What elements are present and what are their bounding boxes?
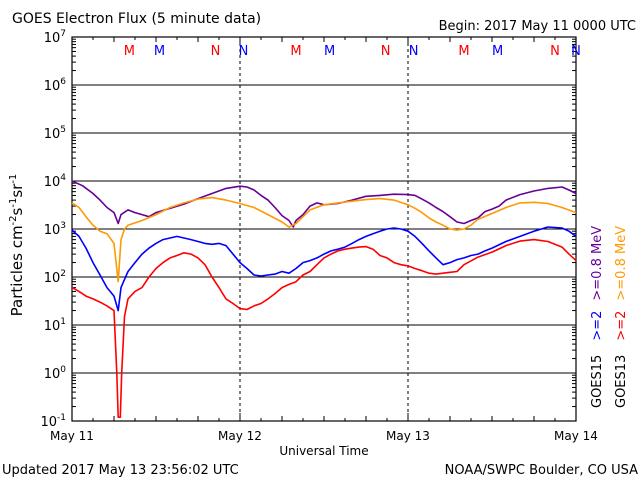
series-line [71, 196, 577, 283]
y-tick-label: 101 [44, 317, 66, 334]
x-axis-ticks: May 11 May 12 May 13 May 14 [50, 37, 598, 443]
credit: NOAA/SWPC Boulder, CO USA [445, 463, 638, 478]
begin-time: Begin: 2017 May 11 0000 UTC [439, 19, 636, 34]
y-axis-label: Particles cm-2s-1sr-1 [8, 174, 26, 317]
y-tick-label: 10-1 [40, 413, 66, 430]
satellite-marker: M [458, 44, 469, 59]
y-axis-ticks: 10-1 100 101 102 103 104 105 106 107 [40, 29, 576, 430]
x-tick-label: May 13 [386, 429, 430, 443]
satellite-marker: M [324, 44, 335, 59]
series-line [71, 238, 577, 418]
updated-time: Updated 2017 May 13 23:56:02 UTC [2, 463, 239, 478]
satellite-marker: N [211, 44, 221, 59]
legend: GOES15>=2>=0.8 MeV GOES13>=2>=0.8 MeV [590, 226, 629, 408]
satellite-marker: N [571, 44, 581, 59]
y-tick-label: 102 [44, 269, 66, 286]
series-line [71, 226, 577, 312]
x-tick-label: May 12 [218, 429, 262, 443]
y-tick-label: 104 [44, 173, 67, 190]
y-tick-label: 106 [44, 77, 67, 94]
y-tick-label: 105 [44, 125, 66, 142]
chart-title: GOES Electron Flux (5 minute data) [12, 11, 261, 27]
satellite-marker: N [409, 44, 419, 59]
series-lines [71, 180, 577, 418]
satellite-marker: N [239, 44, 249, 59]
satellite-marker: N [550, 44, 560, 59]
satellite-marker: M [290, 44, 301, 59]
satellite-marker: N [381, 44, 391, 59]
series-line [71, 180, 577, 228]
x-axis-label: Universal Time [279, 444, 368, 458]
legend-entry: GOES13>=2>=0.8 MeV [614, 226, 629, 408]
x-tick-label: May 14 [554, 429, 598, 443]
plot-grid [72, 37, 576, 421]
y-tick-label: 103 [44, 221, 66, 238]
satellite-marker: M [154, 44, 165, 59]
satellite-marker: M [492, 44, 503, 59]
satellite-marker: M [124, 44, 135, 59]
y-tick-label: 100 [44, 365, 67, 382]
y-tick-label: 107 [44, 29, 66, 46]
legend-entry: GOES15>=2>=0.8 MeV [590, 226, 605, 408]
x-tick-label: May 11 [50, 429, 94, 443]
